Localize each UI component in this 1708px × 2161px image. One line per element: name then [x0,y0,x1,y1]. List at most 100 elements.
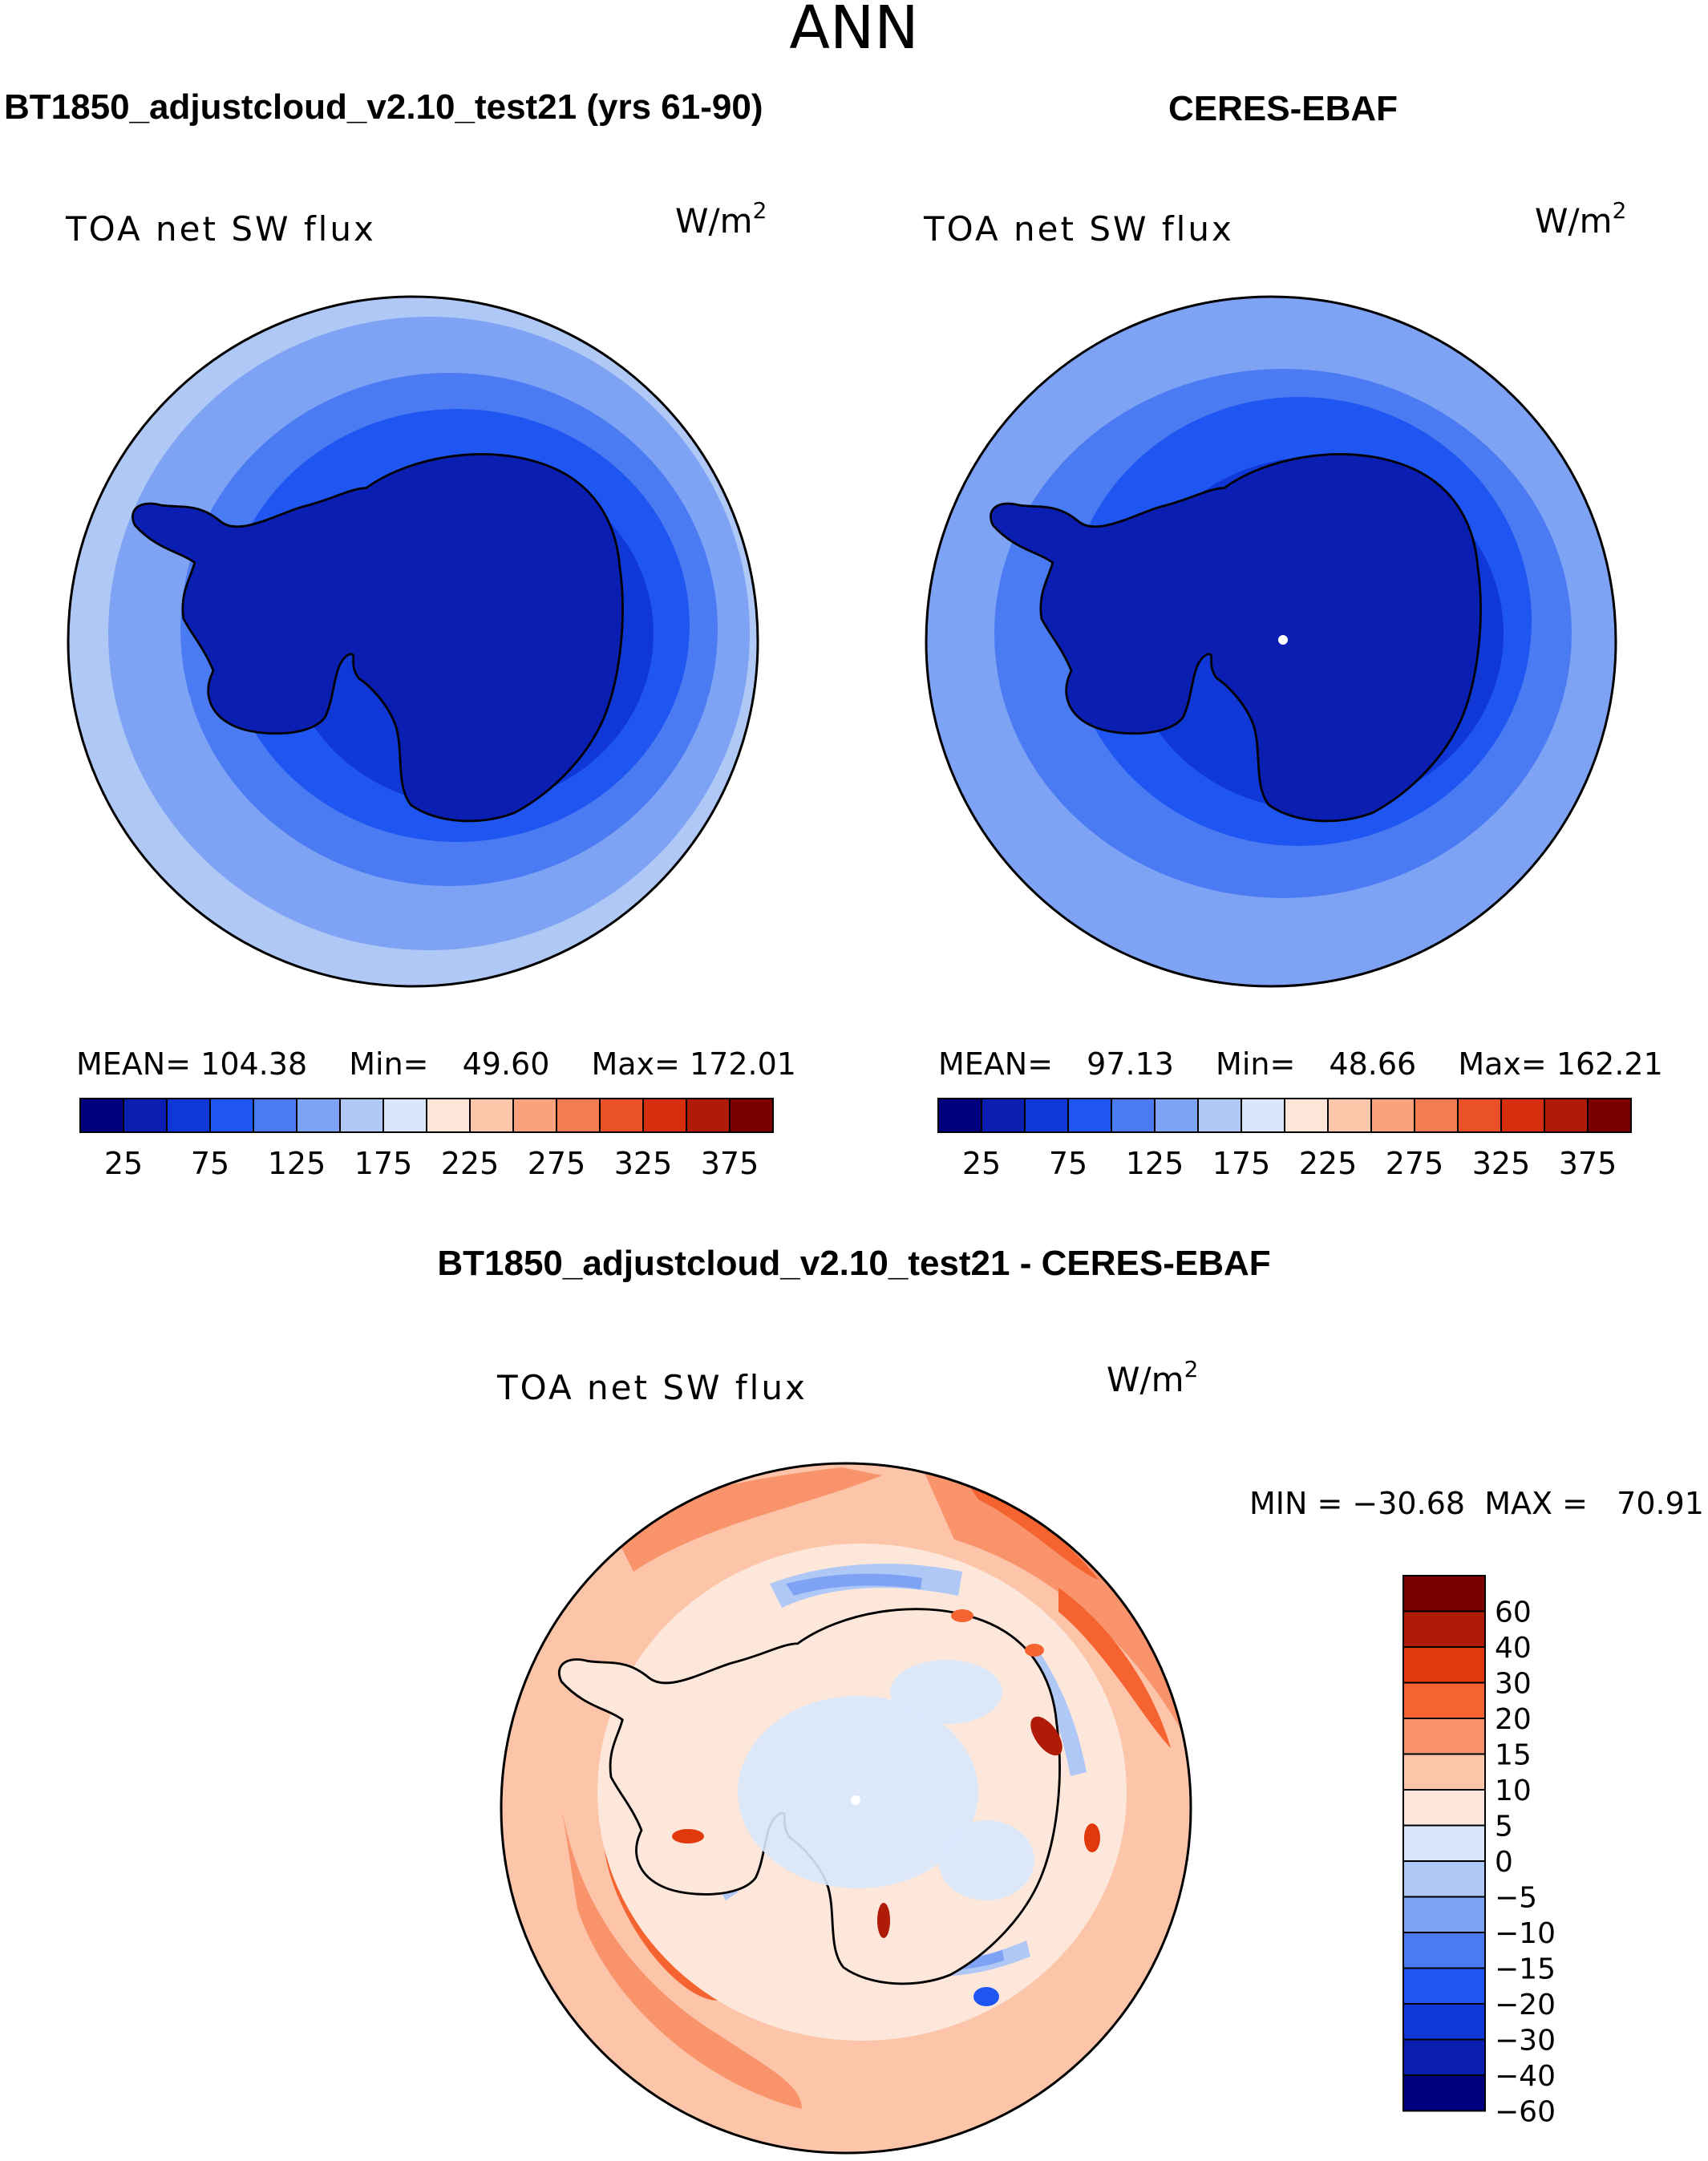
colorbar-label: 225 [441,1146,500,1181]
colorbar-swatch [1402,1932,1486,1969]
colorbar-label: 275 [528,1146,586,1181]
colorbar-label: −20 [1495,1989,1556,2021]
colorbar-swatch [253,1098,297,1133]
colorbar-swatch [512,1098,557,1133]
map-model [68,297,758,986]
colorbar-swatch [166,1098,211,1133]
mean-label: MEAN= [76,1046,191,1082]
units-base: W/m [675,201,753,241]
min-value: 49.60 [463,1046,550,1082]
max-value: 172.01 [690,1046,796,1082]
colorbar-swatch [1402,1575,1486,1613]
colorbar-swatch [1544,1098,1589,1133]
colorbar-swatch [1284,1098,1329,1133]
colorbar-swatch [981,1098,1026,1133]
colorbar-label: −15 [1495,1953,1556,1986]
colorbar-label: −40 [1495,2060,1556,2093]
colorbar-swatch [1402,2038,1486,2076]
colorbar-label: 125 [1126,1146,1184,1181]
units-exponent: 2 [1184,1356,1199,1382]
colorbar-label: −30 [1495,2025,1556,2058]
panel-model-variable: TOA net SW flux [65,209,376,249]
map-obs-border [925,295,1617,988]
colorbar-swatch [1327,1098,1372,1133]
colorbar-swatch [1402,1753,1486,1791]
panel-obs-stats: MEAN= 97.13 Min= 48.66 Max= 162.21 [938,1046,1663,1082]
panel-model-header: BT1850_adjustcloud_v2.10_test21 (yrs 61-… [4,87,763,127]
colorbar-swatch [426,1098,471,1133]
panel-model-stats: MEAN= 104.38 Min= 49.60 Max= 172.01 [76,1046,796,1082]
panel-diff: BT1850_adjustcloud_v2.10_test21 - CERES-… [437,1244,1704,2155]
colorbar-label: 175 [1212,1146,1271,1181]
max-label: Max= [591,1046,679,1082]
colorbar-label: 20 [1495,1703,1532,1736]
colorbar-label: −5 [1495,1882,1537,1915]
colorbar-swatch [1111,1098,1156,1133]
colorbar-label: 325 [614,1146,673,1181]
mean-label: MEAN= [938,1046,1053,1082]
map-obs [926,297,1616,986]
colorbar-label: 325 [1472,1146,1531,1181]
colorbar-label: 25 [104,1146,143,1181]
colorbar-swatch [469,1098,514,1133]
panel-obs-header: CERES-EBAF [1168,89,1398,128]
max-label: Max= [1458,1046,1546,1082]
units-exponent: 2 [753,197,767,224]
colorbar-swatch [1402,1681,1486,1719]
colorbar-swatch [1402,1646,1486,1684]
map-diff [501,1463,1191,2153]
min-value: 48.66 [1329,1046,1416,1082]
max-value: 162.21 [1556,1046,1663,1082]
units-exponent: 2 [1613,197,1627,224]
colorbar-swatch [1500,1098,1545,1133]
panel-diff-variable: TOA net SW flux [496,1368,807,1407]
colorbar-label: 225 [1299,1146,1358,1181]
colorbar-swatch [1402,1967,1486,2005]
colorbar-swatch [1154,1098,1199,1133]
units-base: W/m [1535,201,1613,241]
colorbar-swatch [1402,1610,1486,1648]
colorbar-swatch [1414,1098,1459,1133]
colorbar-label: 375 [701,1146,759,1181]
colorbar-label: 10 [1495,1775,1532,1807]
colorbar-label: 5 [1495,1811,1513,1843]
colorbar-label: −10 [1495,1917,1556,1950]
panel-diff-units: W/m2 [1107,1356,1198,1399]
colorbar-swatch [1402,1824,1486,1862]
panel-model-units: W/m2 [675,197,767,241]
panel-diff-minmax: MIN = −30.68 MAX = 70.91 [1249,1486,1704,1521]
colorbar-swatch [123,1098,168,1133]
colorbar-swatch [1241,1098,1285,1133]
colorbar-swatch [209,1098,254,1133]
mean-value: 104.38 [200,1046,307,1082]
panel-diff-header: BT1850_adjustcloud_v2.10_test21 - CERES-… [437,1244,1270,1283]
map-diff-border [500,1462,1192,2155]
colorbar-swatch [1402,1896,1486,1933]
colorbar-label: 25 [962,1146,1001,1181]
colorbar-model: 25 75 125 175 225 275 325 375 [79,1098,774,1181]
colorbar-swatch [1402,1860,1486,1898]
colorbar-label: 75 [191,1146,229,1181]
map-model-border [67,295,759,988]
colorbar-label: 30 [1495,1668,1532,1701]
colorbar-swatch [1402,2074,1486,2112]
colorbar-swatch [1402,2003,1486,2041]
colorbar-swatch [642,1098,687,1133]
season-title: ANN [789,0,918,63]
min-label: Min= [349,1046,428,1082]
colorbar-swatch [1067,1098,1112,1133]
colorbar-label: 75 [1049,1146,1087,1181]
colorbar-swatch [79,1098,124,1133]
min-label: Min= [1216,1046,1295,1082]
colorbar-swatch [1402,1789,1486,1827]
colorbar-swatch [1457,1098,1502,1133]
colorbar-label: 375 [1559,1146,1617,1181]
colorbar-swatch [937,1098,982,1133]
colorbar-label: 0 [1495,1846,1513,1879]
colorbar-swatch [339,1098,384,1133]
colorbar-swatch [1402,1718,1486,1755]
colorbar-swatch [296,1098,341,1133]
colorbar-obs: 25 75 125 175 225 275 325 375 [937,1098,1632,1181]
